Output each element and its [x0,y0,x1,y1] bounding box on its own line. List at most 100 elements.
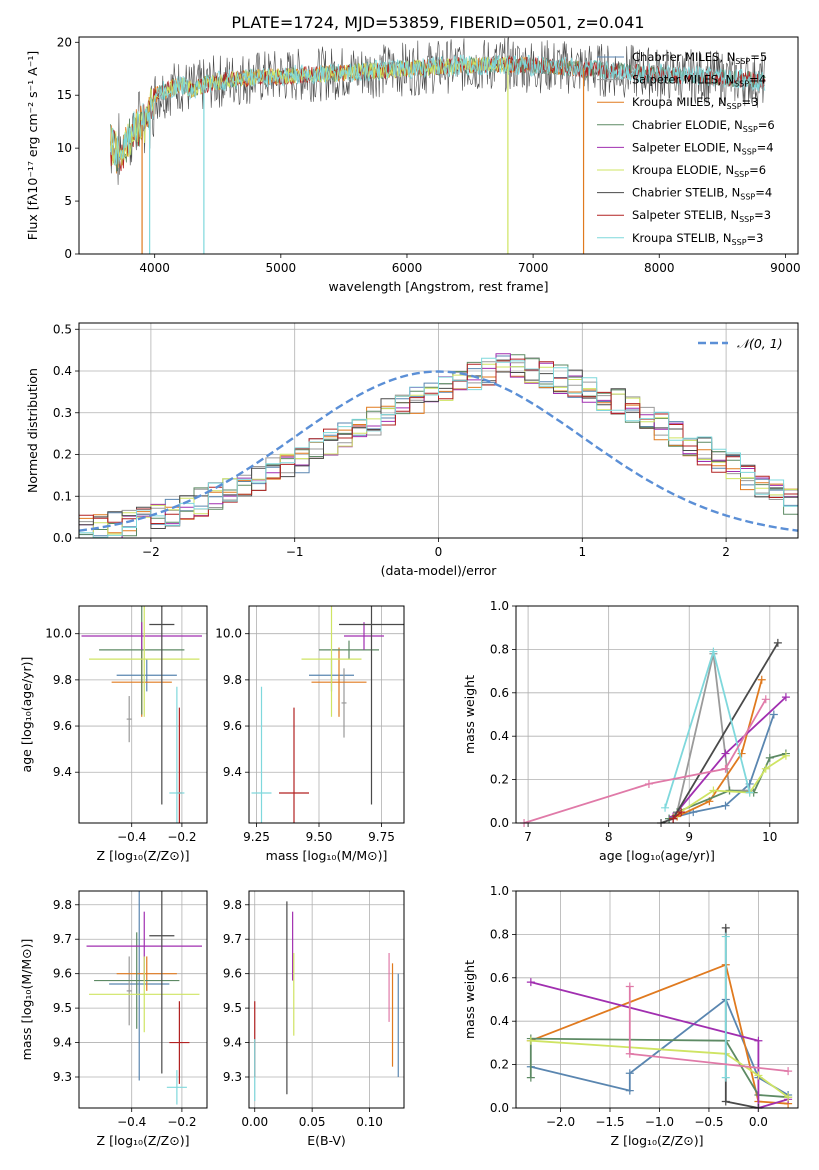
weight-marker [526,1036,535,1045]
panel-2: −0.4 −0.2 9.4 9.6 9.8 10.0 Z [log₁₀(Z/Z⊙)] age … [19,605,208,863]
y-tick-label: 0.8 [490,927,509,941]
legend-label: Salpeter MILES, NSSP=4 [632,73,766,89]
x-tick-label: −0.2 [167,830,196,844]
y-tick-label: 10.0 [45,627,72,641]
weight-line [530,998,789,1096]
x-axis-label: mass [log₁₀(M/M⊙)] [266,848,388,863]
weight-line [523,698,767,823]
weight-marker [721,749,730,758]
y-tick-label: 9.6 [223,967,242,981]
y-tick-label: 0.0 [490,1101,509,1115]
y-tick-label: 9.7 [53,932,72,946]
y-tick-label: 0.3 [53,406,72,420]
y-tick-label: 15 [57,88,72,102]
x-tick-label: 2 [722,545,730,559]
x-tick-label: −1.5 [595,1115,624,1129]
weight-marker [761,764,770,773]
legend-subscript: SSP [734,170,749,179]
y-axis-label: mass weight [462,675,477,754]
x-tick-label: 0 [435,545,443,559]
legend-subscript: SSP [739,215,754,224]
weight-marker [765,753,774,762]
x-tick-label: 1 [578,545,586,559]
x-tick-label: 9.50 [306,830,333,844]
y-tick-label: 9.4 [223,1036,242,1050]
y-tick-label: 0.8 [490,642,509,656]
weight-marker [625,1069,634,1078]
y-tick-label: 9.8 [53,898,72,912]
legend-value: =5 [750,50,767,64]
x-tick-label: −2 [142,545,160,559]
y-tick-label: 0.6 [490,971,509,985]
weight-marker [625,1049,634,1058]
weight-marker [721,801,730,810]
legend-value: =6 [758,118,775,132]
x-tick-label: −1.0 [645,1115,674,1129]
x-tick-label: 8000 [644,261,675,275]
weight-marker [745,788,754,797]
y-tick-label: 9.8 [223,673,242,687]
legend-subscript: SSP [735,57,750,66]
weight-marker [526,1073,535,1082]
x-tick-label: 0.00 [241,1115,268,1129]
weight-line [530,963,789,1105]
x-tick-label: 9.75 [368,830,395,844]
y-tick-label: 20 [57,35,72,49]
axes-frame [515,605,799,824]
y-tick-label: 9.5 [223,1001,242,1015]
legend-label: Kroupa MILES, NSSP=3 [632,95,758,111]
panel-3: 9.25 9.50 9.75 9.4 9.6 9.8 10.0 mass [log₁₀(M/M… [215,605,405,863]
y-axis-label: Normed distribution [25,368,40,493]
y-tick-label: 0.4 [490,1014,509,1028]
legend-subscript: SSP [740,193,755,202]
weight-line [660,642,779,823]
axes-frame [78,890,208,1109]
y-tick-label: 0.4 [53,364,72,378]
y-tick-label: 10 [57,141,72,155]
weight-line [530,1039,789,1098]
weight-marker [709,647,718,656]
legend: 𝒩(0, 1) [698,336,783,351]
panel-7: −2.0 −1.5 −1.0 −0.5 0.0 0.0 0.2 0.4 0.6 0.8 1.0 Z [… [462,884,799,1148]
weight-marker [526,978,535,987]
weight-line [664,648,751,809]
weight-marker [625,982,634,991]
x-tick-label: −0.2 [167,1115,196,1129]
weight-marker [761,695,770,704]
x-tick-label: 0.0 [749,1115,768,1129]
axes-frame [78,322,799,539]
panel-6: 0.00 0.05 0.10 9.3 9.4 9.5 9.6 9.7 9.8 E(B-V) [223,890,405,1148]
y-axis-label: mass weight [462,960,477,1039]
legend-label: Chabrier ELODIE, NSSP=6 [632,118,775,134]
y-axis-label: age [log₁₀(age/yr)] [19,657,34,773]
x-tick-label: 0.05 [299,1115,326,1129]
x-tick-label: 0.10 [356,1115,383,1129]
weight-marker [721,764,730,773]
weight-marker [754,1036,763,1045]
y-tick-label: 9.7 [223,932,242,946]
weight-line [672,811,682,820]
weight-marker [769,710,778,719]
x-axis-label: age [log₁₀(age/yr)] [599,848,715,863]
y-tick-label: 9.4 [53,1036,72,1050]
x-tick-label: 4000 [139,261,170,275]
panel-4: 7 8 9 10 0.0 0.2 0.4 0.6 0.8 1.0 age [log₁₀(age/yr… [462,599,799,863]
y-tick-label: 9.8 [53,673,72,687]
axes-frame [78,605,208,824]
weight-marker [757,675,766,684]
y-tick-label: 0.5 [53,322,72,336]
x-axis-label: Z [log₁₀(Z/Z⊙)] [97,1133,190,1148]
legend-label: Salpeter ELODIE, NSSP=4 [632,140,774,156]
y-tick-label: 9.4 [53,765,72,779]
legend-value: =3 [742,95,759,109]
weight-marker [721,923,730,932]
axes-frame [515,890,799,1109]
x-tick-label: −0.4 [117,830,146,844]
y-tick-label: 0 [64,247,72,261]
histogram-step [79,357,798,538]
x-tick-label: 9000 [770,261,801,275]
weight-marker [781,693,790,702]
y-tick-label: 9.6 [223,719,242,733]
legend-label: 𝒩(0, 1) [737,336,783,351]
